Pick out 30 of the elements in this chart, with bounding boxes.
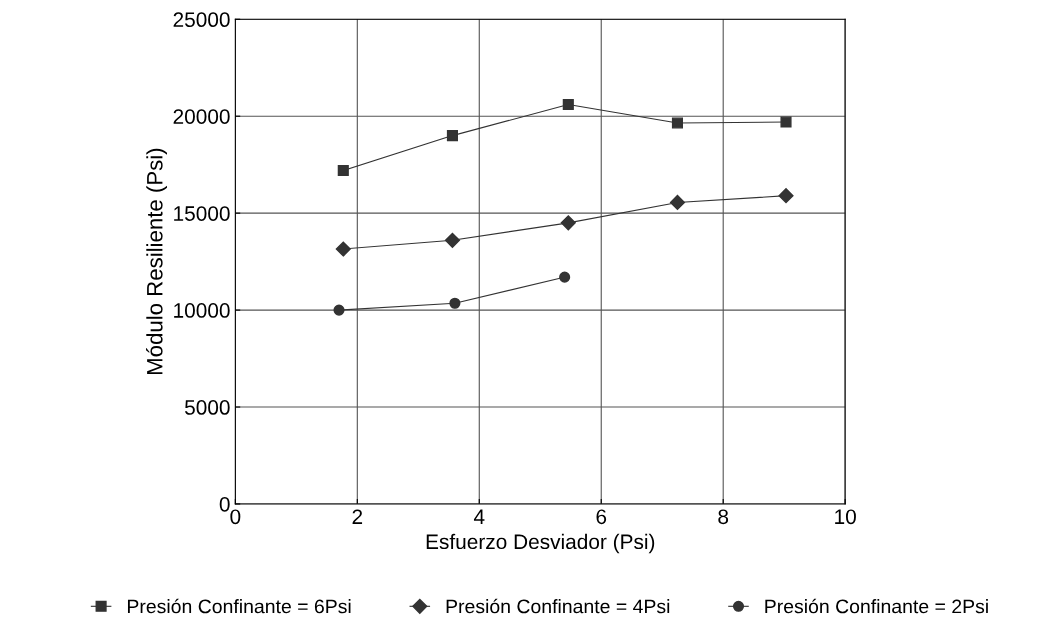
legend-label: Presión Confinante = 4Psi xyxy=(446,598,670,614)
point xyxy=(778,188,794,204)
point xyxy=(671,117,684,129)
x-axis-title: Esfuerzo Desviador (Psi) xyxy=(426,533,655,554)
x-tick-label: 4 xyxy=(473,509,485,524)
y-tick-label: 0 xyxy=(219,496,230,512)
point xyxy=(560,215,576,231)
y-tick-label: 25000 xyxy=(173,12,230,28)
point xyxy=(444,232,461,248)
y-tick-label: 5000 xyxy=(184,400,230,415)
point xyxy=(337,164,349,177)
point xyxy=(559,271,571,283)
x-tick-label: 8 xyxy=(718,509,729,525)
point xyxy=(333,304,345,316)
legend-label: Presión Confinante = 6Psi xyxy=(127,598,351,614)
x-tick-label: 10 xyxy=(835,509,856,525)
y-tick-label: 20000 xyxy=(173,109,230,124)
x-tick-label: 6 xyxy=(596,509,607,525)
point xyxy=(335,241,351,257)
point xyxy=(446,130,459,142)
x-tick-label: 0 xyxy=(230,509,241,525)
point xyxy=(669,194,686,211)
point xyxy=(449,297,461,309)
y-tick-label: 15000 xyxy=(174,206,230,221)
point xyxy=(562,99,574,111)
x-tick-label: 2 xyxy=(352,509,363,524)
y-tick-label: 10000 xyxy=(174,303,230,318)
point xyxy=(780,116,792,128)
legend-label: Presión Confinante = 2Psi xyxy=(765,598,988,614)
y-axis-title: Módulo Resiliente (Psi) xyxy=(146,148,167,375)
